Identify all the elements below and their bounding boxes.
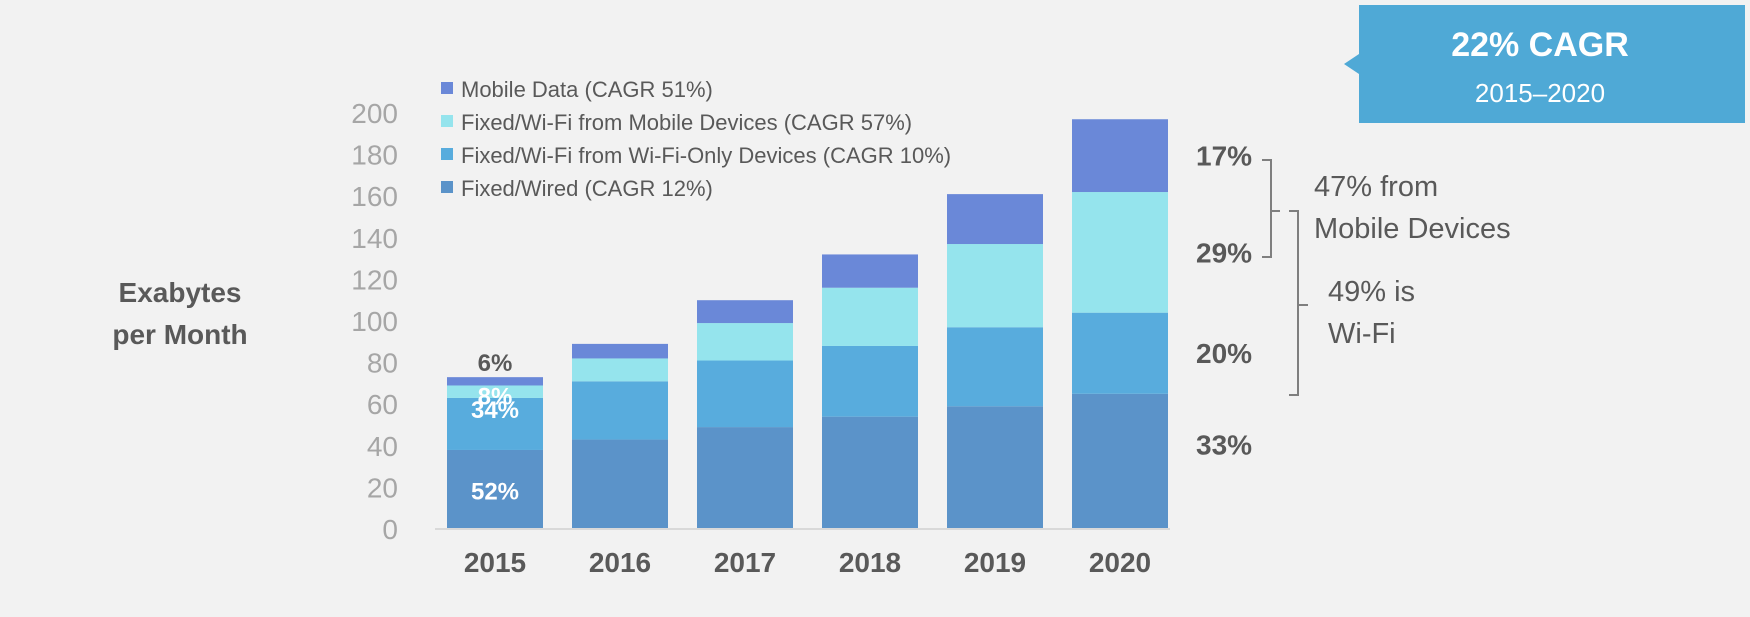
x-tick-label: 2018 [839, 547, 901, 578]
bar-segment-2016-s0 [572, 439, 668, 529]
y-tick-label: 40 [367, 431, 398, 462]
share-label-2020: 33% [1196, 430, 1252, 461]
legend-label: Fixed/Wi-Fi from Wi-Fi-Only Devices (CAG… [461, 143, 951, 168]
bar-segment-2020-s2 [1072, 192, 1168, 313]
x-tick-label: 2020 [1089, 547, 1151, 578]
legend-swatch [441, 115, 453, 127]
legend-label: Fixed/Wired (CAGR 12%) [461, 176, 713, 201]
bar-segment-2017-s3 [697, 300, 793, 324]
bar-segment-2019-s0 [947, 406, 1043, 529]
bars [447, 119, 1168, 529]
legend-swatch [441, 181, 453, 193]
bar-labels-2015: 52% 34%8% 6% [471, 350, 519, 505]
y-tick-label: 160 [351, 181, 398, 212]
legend-swatch [441, 82, 453, 94]
bar-segment-2018-s2 [822, 287, 918, 346]
legend-label: Fixed/Wi-Fi from Mobile Devices (CAGR 57… [461, 110, 912, 135]
wifi-bracket [1289, 210, 1308, 396]
legend-swatch [441, 148, 453, 160]
callout-subtitle: 2015–2020 [1475, 78, 1605, 108]
bar-segment-2020-s0 [1072, 393, 1168, 529]
bar-segment-2020-s1 [1072, 312, 1168, 394]
annotation-wifi-line1: 49% is [1328, 276, 1415, 308]
bar-segment-2016-s3 [572, 343, 668, 359]
y-tick-label: 100 [351, 306, 398, 337]
bar-segment-2018-s3 [822, 254, 918, 288]
bar-label-2015: 8% [478, 383, 513, 410]
x-axis-ticks: 2015 2016 2017 2018 2019 2020 [464, 547, 1151, 578]
bar-segment-2018-s1 [822, 345, 918, 417]
legend-label: Mobile Data (CAGR 51%) [461, 77, 713, 102]
bar-segment-2015-s3 [447, 377, 543, 386]
share-label-2020: 17% [1196, 141, 1252, 172]
x-tick-label: 2016 [589, 547, 651, 578]
bar-label-2015: 52% [471, 478, 519, 505]
y-tick-label: 0 [382, 514, 398, 545]
callout-title: 22% CAGR [1451, 26, 1629, 64]
y-axis-ticks: 0 20 40 60 80 100 120 140 160 180 200 [351, 98, 398, 545]
bar-segment-2016-s2 [572, 358, 668, 382]
y-tick-label: 180 [351, 140, 398, 171]
share-label-2020: 29% [1196, 237, 1252, 268]
y-tick-label: 60 [367, 389, 398, 420]
y-tick-label: 80 [367, 348, 398, 379]
mobile-bracket [1262, 159, 1280, 258]
x-tick-label: 2017 [714, 547, 776, 578]
y-tick-label: 200 [351, 98, 398, 129]
bar-segment-2015-s0 [447, 449, 543, 529]
bar-segment-2016-s1 [572, 381, 668, 440]
brackets [1262, 159, 1308, 396]
bar-segment-2018-s0 [822, 416, 918, 529]
bar-segment-2015-s2 [447, 385, 543, 398]
legend: Mobile Data (CAGR 51%) Fixed/Wi-Fi from M… [441, 77, 951, 201]
share-labels-2020: 33% 20% 29% 17% [1196, 141, 1252, 461]
y-tick-label: 140 [351, 223, 398, 254]
x-tick-label: 2015 [464, 547, 526, 578]
bar-segment-2017-s0 [697, 427, 793, 529]
bar-segment-2017-s1 [697, 360, 793, 428]
annotation-mobile-line1: 47% from [1314, 171, 1438, 203]
x-tick-label: 2019 [964, 547, 1026, 578]
bar-segment-2015-s1 [447, 397, 543, 450]
bar-label-2015: 34% [471, 397, 519, 424]
y-tick-label: 20 [367, 472, 398, 503]
bar-segment-2019-s1 [947, 327, 1043, 407]
callout-box [1344, 5, 1745, 123]
bar-label-2015: 6% [478, 350, 513, 377]
annotation-wifi-line2: Wi-Fi [1328, 318, 1396, 350]
bar-segment-2020-s3 [1072, 119, 1168, 193]
share-label-2020: 20% [1196, 338, 1252, 369]
y-tick-label: 120 [351, 264, 398, 295]
bar-segment-2019-s2 [947, 244, 1043, 328]
y-axis-label-line2: per Month [112, 319, 247, 350]
y-axis-label-line1: Exabytes [119, 277, 242, 308]
annotation-mobile-line2: Mobile Devices [1314, 213, 1511, 245]
cagr-callout: 22% CAGR 2015–2020 [1344, 5, 1745, 123]
bar-segment-2017-s2 [697, 323, 793, 361]
bar-segment-2019-s3 [947, 194, 1043, 245]
